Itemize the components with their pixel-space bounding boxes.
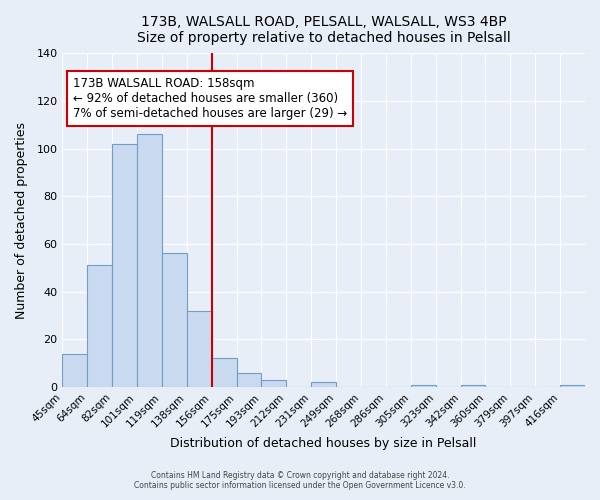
Bar [411, 384, 436, 387]
Bar [236, 372, 262, 387]
Bar [262, 380, 286, 387]
Bar [112, 144, 137, 387]
Bar [87, 266, 112, 387]
Text: 173B WALSALL ROAD: 158sqm
← 92% of detached houses are smaller (360)
7% of semi-: 173B WALSALL ROAD: 158sqm ← 92% of detac… [73, 76, 347, 120]
Title: 173B, WALSALL ROAD, PELSALL, WALSALL, WS3 4BP
Size of property relative to detac: 173B, WALSALL ROAD, PELSALL, WALSALL, WS… [137, 15, 511, 45]
Y-axis label: Number of detached properties: Number of detached properties [15, 122, 28, 318]
Bar [311, 382, 336, 387]
Bar [62, 354, 87, 387]
Bar [187, 310, 212, 387]
X-axis label: Distribution of detached houses by size in Pelsall: Distribution of detached houses by size … [170, 437, 477, 450]
Bar [137, 134, 162, 387]
Bar [162, 254, 187, 387]
Text: Contains HM Land Registry data © Crown copyright and database right 2024.
Contai: Contains HM Land Registry data © Crown c… [134, 470, 466, 490]
Bar [212, 358, 236, 387]
Bar [461, 384, 485, 387]
Bar [560, 384, 585, 387]
